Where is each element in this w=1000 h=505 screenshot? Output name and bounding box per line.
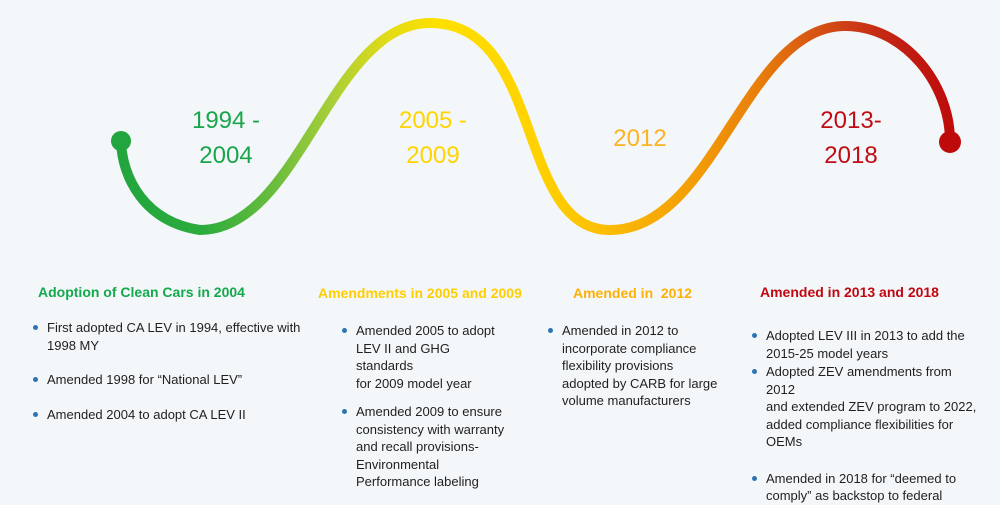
- bullet-dot-icon: [342, 409, 347, 414]
- bullet-text: Adopted LEV III in 2013 to add the 2015-…: [766, 328, 965, 361]
- section-2012: Amended in 2012 Amended in 2012 to incor…: [548, 284, 718, 410]
- bullet-dot-icon: [752, 369, 757, 374]
- bullet-list: Amended 2005 to adopt LEV II and GHG sta…: [342, 322, 507, 491]
- bullet-item: Amended 2004 to adopt CA LEV II: [33, 406, 301, 424]
- period-label-1994-2004: 1994 - 2004: [191, 107, 261, 169]
- timeline-start-dot: [111, 131, 131, 151]
- bullet-dot-icon: [548, 328, 553, 333]
- section-2005-2009: Amendments in 2005 and 2009 Amended 2005…: [317, 284, 522, 491]
- bullet-text: Amended 2009 to ensure consistency with …: [356, 404, 505, 489]
- bullet-item: Amended in 2018 for “deemed to comply” a…: [752, 470, 980, 505]
- bullet-item: Amended 2005 to adopt LEV II and GHG sta…: [342, 322, 507, 392]
- bullet-dot-icon: [33, 411, 38, 417]
- bullet-item: Amended in 2012 to incorporate complianc…: [548, 322, 718, 410]
- bullet-item: First adopted CA LEV in 1994, effective …: [33, 319, 301, 354]
- section-2013-2018: Amended in 2013 and 2018 Adopted LEV III…: [752, 283, 980, 505]
- section-1994-2004: Adoption of Clean Cars in 2004 First ado…: [33, 283, 301, 423]
- bullet-text: Amended in 2018 for “deemed to comply” a…: [766, 470, 957, 504]
- bullet-item: Amended 2009 to ensure consistency with …: [342, 403, 507, 491]
- bullet-text: Amended 2004 to adopt CA LEV II: [47, 406, 246, 422]
- bullet-text: Amended 1998 for “National LEV”: [47, 372, 243, 387]
- bullet-text: First adopted CA LEV in 1994, effective …: [47, 320, 301, 353]
- bullet-text: Amended in 2012 to incorporate complianc…: [562, 323, 718, 408]
- bullet-text: Amended 2005 to adopt LEV II and GHG sta…: [356, 323, 495, 391]
- bullet-list: First adopted CA LEV in 1994, effective …: [33, 319, 301, 423]
- bullet-list: Adopted LEV III in 2013 to add the 2015-…: [752, 327, 980, 505]
- bullet-dot-icon: [33, 377, 38, 382]
- bullet-dot-icon: [752, 475, 757, 481]
- bullet-list: Amended in 2012 to incorporate complianc…: [548, 322, 718, 410]
- period-label-2012: 2012: [613, 124, 667, 152]
- bullet-text: Adopted ZEV amendments from 2012 and ext…: [766, 364, 977, 449]
- timeline-wave-path: [116, 17, 955, 236]
- bullet-item: Adopted ZEV amendments from 2012 and ext…: [752, 363, 980, 451]
- section-heading: Amended in 2012: [573, 285, 693, 301]
- timeline-curve: [111, 17, 961, 236]
- timeline-end-dot: [939, 131, 961, 153]
- bullet-item: Adopted LEV III in 2013 to add the 2015-…: [752, 327, 980, 362]
- section-heading: Amended in 2013 and 2018: [760, 284, 939, 300]
- bullet-dot-icon: [752, 333, 757, 338]
- section-heading: Amendments in 2005 and 2009: [318, 285, 522, 301]
- period-label-2005-2009: 2005 - 2009: [398, 107, 468, 169]
- bullet-item: Amended 1998 for “National LEV”: [33, 371, 301, 389]
- bullet-dot-icon: [33, 325, 38, 330]
- bullet-dot-icon: [342, 328, 347, 333]
- section-heading: Adoption of Clean Cars in 2004: [38, 284, 245, 300]
- period-label-2013-2018: 2013- 2018: [820, 107, 882, 169]
